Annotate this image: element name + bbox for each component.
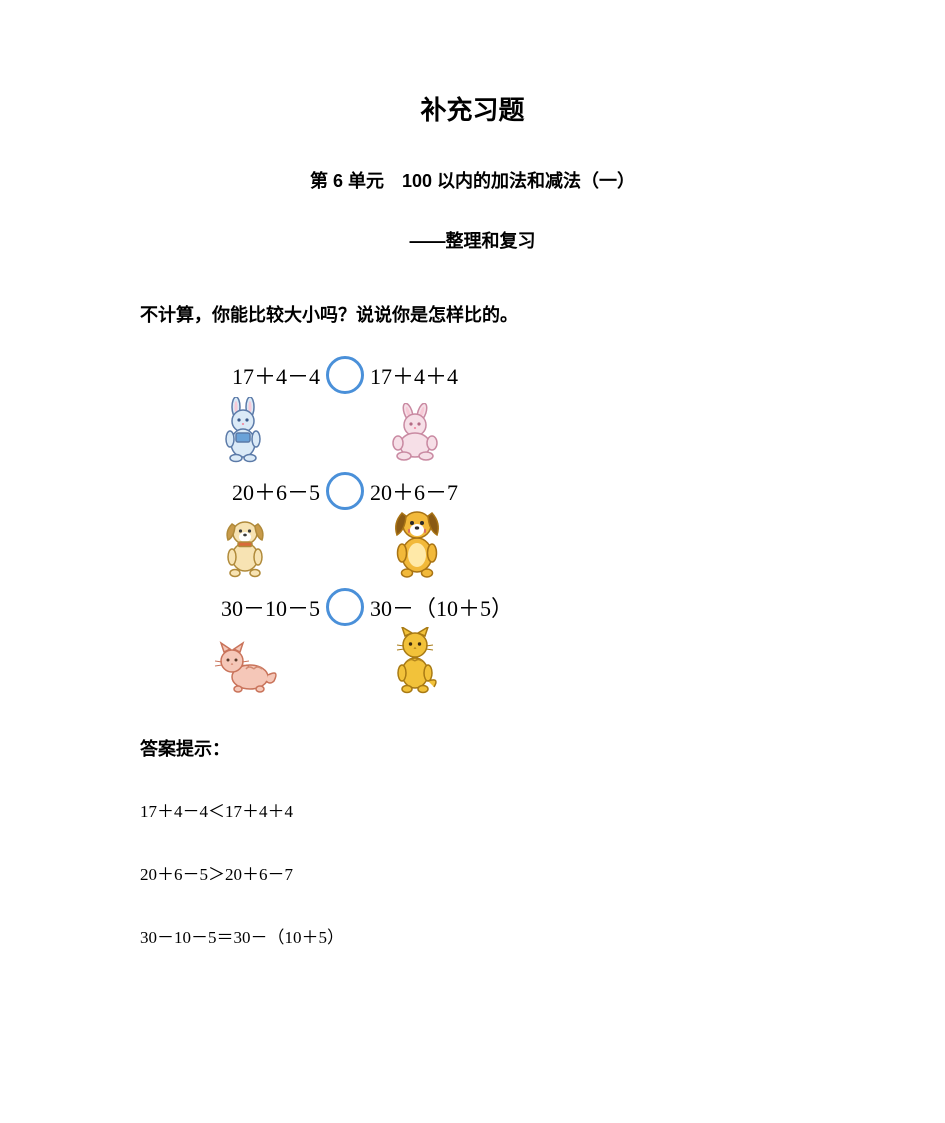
- rabbit-pink-icon: [386, 403, 448, 463]
- dog-big-icon: [386, 505, 448, 579]
- answer-line: 17＋4－4＜17＋4＋4: [140, 797, 805, 822]
- cat-yellow-icon: [386, 627, 444, 695]
- cat-pink-icon: [210, 639, 280, 695]
- problem-row: 30－10－5 30－（10＋5）: [160, 589, 805, 695]
- expr-right: 30－（10＋5）: [364, 591, 513, 623]
- dog-small-icon: [216, 515, 274, 579]
- compare-circle[interactable]: [326, 472, 364, 510]
- compare-circle[interactable]: [326, 588, 364, 626]
- expr-right: 17＋4＋4: [364, 359, 458, 391]
- problems-block: 17＋4－4 17＋4＋4: [160, 357, 805, 695]
- unit-subtitle: 第 6 单元 100 以内的加法和减法（一）: [140, 167, 805, 193]
- answer-line: 20＋6－5＞20＋6－7: [140, 860, 805, 885]
- problem-row: 17＋4－4 17＋4＋4: [160, 357, 805, 463]
- expr-left: 20＋6－5: [160, 475, 326, 507]
- expr-left: 17＋4－4: [160, 359, 326, 391]
- expr-right: 20＋6－7: [364, 475, 458, 507]
- rabbit-blue-icon: [216, 397, 274, 463]
- section-subtitle: ——整理和复习: [140, 227, 805, 253]
- answer-heading: 答案提示：: [140, 735, 805, 761]
- question-text: 不计算，你能比较大小吗？说说你是怎样比的。: [140, 301, 805, 327]
- compare-circle[interactable]: [326, 356, 364, 394]
- answer-line: 30－10－5＝30－（10＋5）: [140, 923, 805, 948]
- page-title: 补充习题: [140, 90, 805, 127]
- expr-left: 30－10－5: [160, 591, 326, 623]
- problem-row: 20＋6－5 20＋6－7: [160, 473, 805, 579]
